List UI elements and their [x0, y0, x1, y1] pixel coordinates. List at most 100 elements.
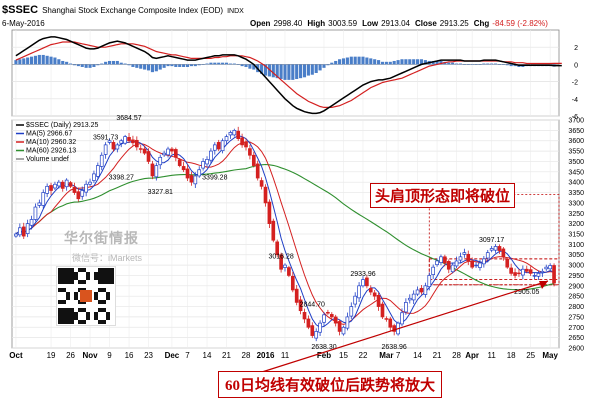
x-tick-label: 21	[222, 351, 231, 360]
ppo-histogram-bar	[88, 64, 92, 68]
qr-module	[66, 292, 70, 296]
price-value-label: 3097.17	[479, 237, 504, 244]
candle-body	[290, 275, 295, 291]
qr-module	[62, 312, 66, 316]
qr-code-image	[56, 266, 116, 326]
qr-module	[94, 272, 98, 276]
ppo-histogram-bar	[330, 62, 334, 65]
qr-module	[70, 276, 74, 280]
candle	[232, 128, 237, 137]
ppo-histogram-bar	[318, 64, 322, 71]
watermark-brand: 华尔街情报	[64, 230, 139, 246]
candle-body	[255, 163, 260, 179]
ppo-histogram-bar	[451, 62, 455, 65]
candle	[134, 136, 139, 151]
candle-body	[37, 202, 42, 206]
qr-module	[62, 308, 66, 312]
candle	[489, 246, 494, 253]
title-name: Shanghai Stock Exchange Composite Index …	[42, 6, 223, 15]
candle-body	[68, 182, 73, 187]
ohlc-value: 2913.04	[381, 19, 410, 28]
qr-module	[66, 268, 70, 272]
candle	[521, 265, 525, 280]
candle	[57, 179, 61, 189]
ppo-histogram-bar	[260, 64, 264, 74]
ppo-histogram-bar	[478, 64, 482, 65]
qr-module	[74, 312, 78, 316]
candle	[185, 164, 190, 181]
ohlc-label: Open	[250, 19, 271, 28]
ppo-histogram-bar	[57, 59, 61, 65]
qr-module	[82, 308, 86, 312]
ma60-line	[15, 163, 555, 291]
candle-body	[411, 293, 416, 301]
candle-body	[275, 241, 280, 256]
candle	[474, 261, 478, 268]
candle-body	[329, 314, 334, 318]
candle	[248, 144, 252, 160]
candle-body	[72, 186, 77, 193]
title-exchange: INDX	[227, 8, 244, 15]
candle	[302, 308, 307, 324]
ppo-histogram-bar	[197, 64, 201, 66]
qr-module	[106, 316, 110, 320]
candle-body	[333, 316, 338, 324]
ppo-histogram-bar	[150, 64, 154, 73]
candle	[123, 134, 127, 145]
candle-body	[205, 159, 209, 165]
price-value-label: 2638.96	[382, 344, 407, 351]
candle	[540, 268, 545, 277]
qr-module	[106, 292, 110, 296]
ppo-histogram-bar	[26, 57, 30, 65]
candle-body	[392, 325, 397, 332]
qr-module	[78, 320, 82, 324]
candle-body	[501, 248, 506, 258]
ppo-histogram-bar	[14, 60, 18, 65]
x-tick-label: 16	[125, 351, 134, 360]
candle	[341, 325, 346, 336]
candle	[294, 284, 299, 306]
candle	[60, 180, 65, 192]
ppo-histogram-bar	[388, 61, 392, 65]
candle-body	[279, 254, 283, 270]
candle-body	[314, 331, 319, 339]
candle	[21, 222, 26, 239]
candle-body	[267, 201, 272, 224]
candle-body	[84, 183, 88, 193]
qr-module	[94, 292, 98, 296]
candle	[228, 130, 233, 139]
x-tick-label: 28	[242, 351, 251, 360]
candle	[64, 178, 69, 191]
ppo-histogram-bar	[228, 63, 232, 65]
ppo-histogram-bar	[470, 64, 474, 65]
candle-body	[345, 316, 350, 329]
qr-module	[102, 300, 106, 304]
candle	[166, 146, 170, 158]
candle	[80, 186, 85, 200]
candle-body	[251, 154, 256, 166]
candle	[439, 254, 443, 266]
candle	[275, 239, 280, 258]
ppo-histogram-bar	[271, 64, 275, 78]
x-tick-label: 11	[488, 351, 497, 360]
candle	[349, 302, 354, 319]
ppo-histogram-bar	[178, 64, 182, 67]
candle	[306, 315, 311, 330]
qr-module	[66, 312, 70, 316]
candle	[158, 154, 163, 170]
price-tick-label: 2650	[568, 335, 584, 342]
x-tick-label: 28	[452, 351, 461, 360]
price-value-label: 3591.73	[93, 134, 118, 141]
ppo-histogram-bar	[236, 64, 240, 65]
price-value-label: 2905.05	[514, 289, 539, 296]
candle	[197, 166, 202, 178]
candle-body	[423, 285, 428, 295]
candle-body	[466, 253, 471, 262]
candle	[177, 158, 182, 168]
candle-body	[271, 220, 276, 241]
qr-module	[86, 312, 90, 316]
candle-body	[209, 150, 213, 161]
x-tick-label: 11	[281, 351, 290, 360]
ohlc-value: 2998.40	[273, 19, 302, 28]
ppo-histogram-bar	[127, 64, 131, 66]
